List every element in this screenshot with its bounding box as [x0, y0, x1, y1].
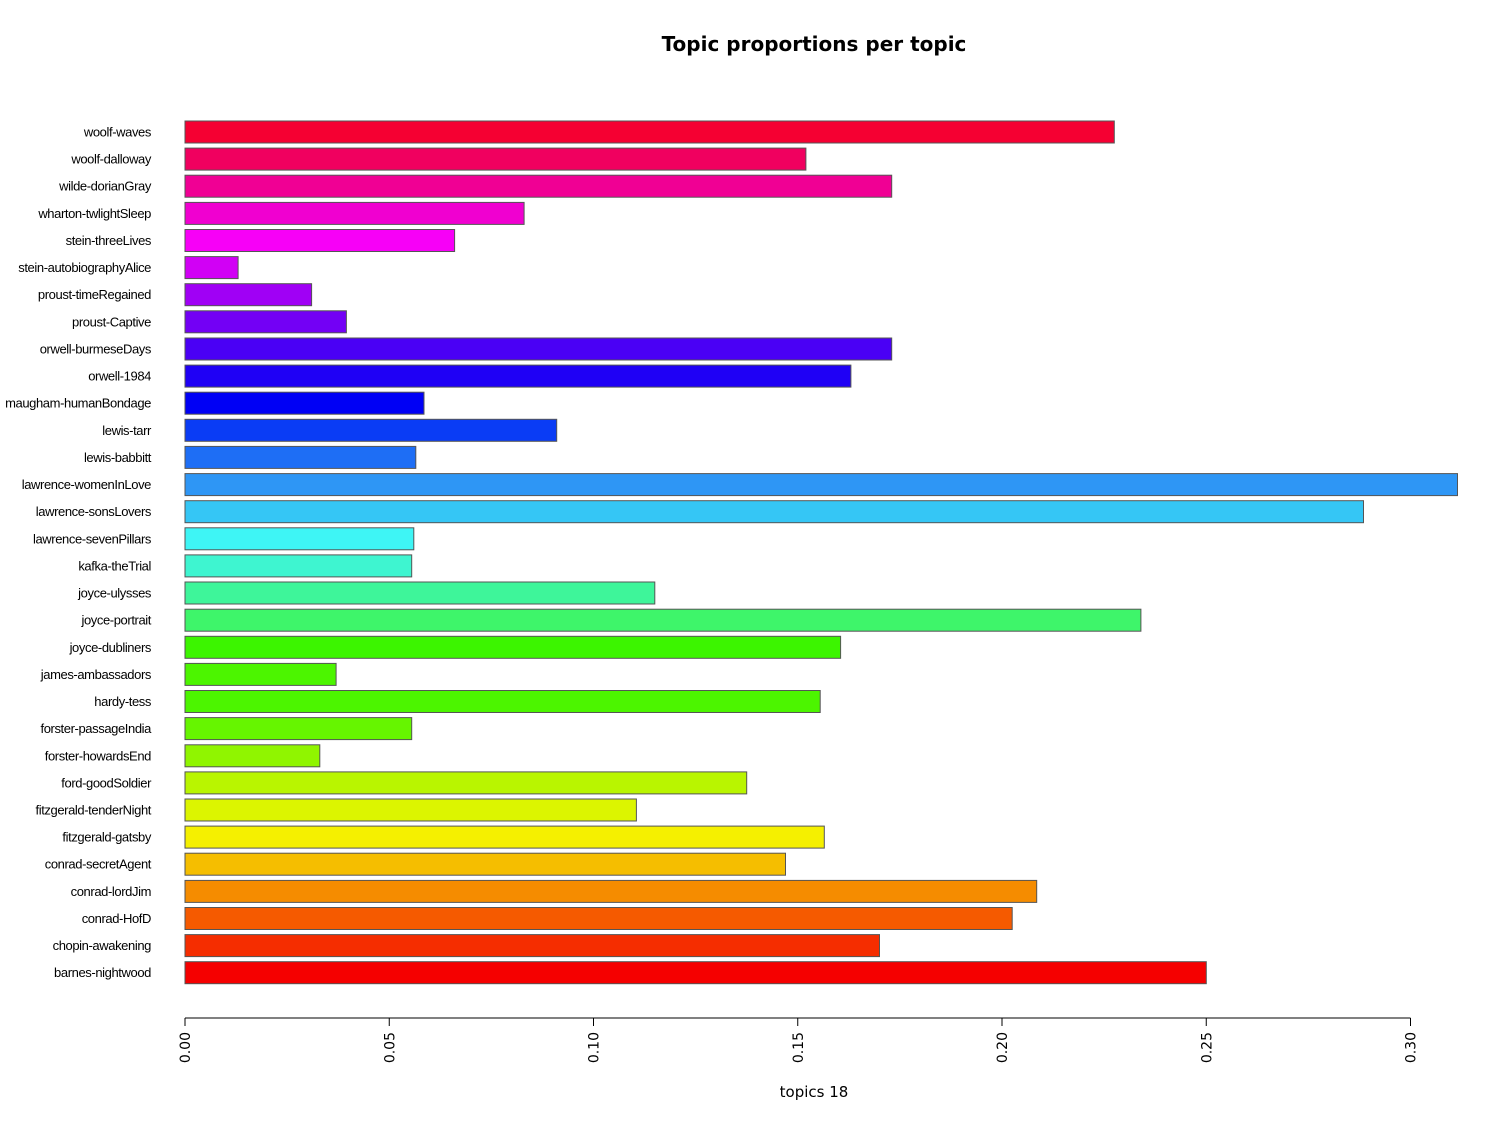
category-label: kafka-theTrial [78, 558, 151, 573]
bar-barnes-nightwood [184, 961, 1207, 985]
category-label: lawrence-womenInLove [22, 477, 151, 492]
category-label: joyce-ulysses [77, 586, 152, 601]
category-label: conrad-lordJim [71, 884, 151, 899]
bar-maugham-humanBondage [184, 391, 425, 415]
x-tick-label: 0.05 [382, 1032, 398, 1063]
x-tick-label: 0.10 [587, 1032, 603, 1063]
bar-lawrence-sevenPillars [184, 527, 415, 551]
category-label: james-ambassadors [40, 667, 152, 682]
bar-wharton-twlightSleep [184, 201, 525, 225]
bar-lawrence-sonsLovers [184, 500, 1364, 524]
bar-forster-passageIndia [184, 717, 413, 741]
category-label: conrad-secretAgent [45, 857, 152, 872]
bar-conrad-secretAgent [184, 852, 786, 876]
bar-stein-threeLives [184, 229, 456, 252]
category-label: ford-goodSoldier [61, 775, 152, 790]
category-label: joyce-dubliners [69, 640, 152, 655]
bar-ford-goodSoldier [184, 771, 748, 795]
bar-lewis-tarr [184, 418, 558, 442]
bar-woolf-waves [184, 120, 1115, 144]
bar-lewis-babbitt [184, 445, 417, 469]
category-label: wilde-dorianGray [58, 179, 152, 194]
category-label: barnes-nightwood [54, 965, 151, 980]
category-label: proust-timeRegained [38, 287, 151, 302]
category-labels: woolf-waves woolf-dalloway wilde-dorianGra… [5, 125, 153, 981]
category-label: proust-Captive [72, 314, 151, 329]
bar-fitzgerald-gatsby [184, 825, 825, 849]
category-label: orwell-1984 [88, 369, 151, 384]
bar-kafka-theTrial [184, 554, 413, 578]
category-label: hardy-tess [94, 694, 152, 709]
x-axis: 0.00 0.05 0.10 0.15 0.20 0.25 0.30 [178, 1017, 1420, 1063]
bar-wilde-dorianGray [184, 174, 893, 198]
chart-title: Topic proportions per topic [662, 32, 967, 56]
category-label: forster-passageIndia [40, 721, 152, 736]
category-label: stein-threeLives [66, 233, 152, 248]
bar-lawrence-womenInLove [184, 473, 1458, 497]
bar-joyce-ulysses [184, 581, 656, 605]
bar-joyce-dubliners [184, 635, 842, 659]
bar-chopin-awakening [184, 934, 880, 958]
category-label: stein-autobiographyAlice [18, 260, 151, 275]
category-label: conrad-HofD [82, 911, 151, 926]
bar-woolf-dalloway [184, 147, 807, 171]
category-label: fitzgerald-gatsby [62, 830, 151, 845]
category-label: fitzgerald-tenderNight [36, 803, 152, 818]
bar-orwell-burmeseDays [184, 337, 893, 361]
category-label: lewis-babbitt [84, 450, 152, 465]
bar-fitzgerald-tenderNight [184, 798, 637, 822]
bars-group [184, 120, 1458, 985]
category-label: wharton-twlightSleep [37, 206, 151, 221]
category-label: joyce-portrait [80, 613, 151, 628]
bar-joyce-portrait [184, 608, 1142, 632]
x-tick-label: 0.20 [995, 1032, 1011, 1063]
bar-forster-howardsEnd [184, 744, 321, 768]
x-tick-label: 0.30 [1404, 1032, 1420, 1063]
category-label: lawrence-sevenPillars [33, 531, 152, 546]
bar-proust-timeRegained [184, 283, 313, 307]
bar-proust-Captive [184, 310, 347, 334]
x-tick-label: 0.00 [178, 1032, 194, 1063]
bar-james-ambassadors [184, 662, 337, 686]
bar-orwell-1984 [184, 364, 852, 388]
category-label: lawrence-sonsLovers [36, 504, 152, 519]
category-label: forster-howardsEnd [45, 748, 151, 763]
bar-conrad-lordJim [184, 879, 1038, 903]
category-label: woolf-dalloway [70, 152, 152, 167]
x-tick-label: 0.15 [791, 1032, 807, 1063]
category-label: woolf-waves [83, 125, 152, 140]
category-label: orwell-burmeseDays [40, 342, 152, 357]
category-label: maugham-humanBondage [5, 396, 151, 411]
x-tick-label: 0.25 [1199, 1032, 1215, 1063]
bar-conrad-HofD [184, 907, 1013, 930]
category-label: lewis-tarr [102, 423, 152, 438]
category-label: chopin-awakening [53, 938, 152, 953]
bar-stein-autobiographyAlice [184, 256, 239, 280]
bar-hardy-tess [184, 690, 821, 713]
x-axis-title: topics 18 [780, 1083, 849, 1101]
